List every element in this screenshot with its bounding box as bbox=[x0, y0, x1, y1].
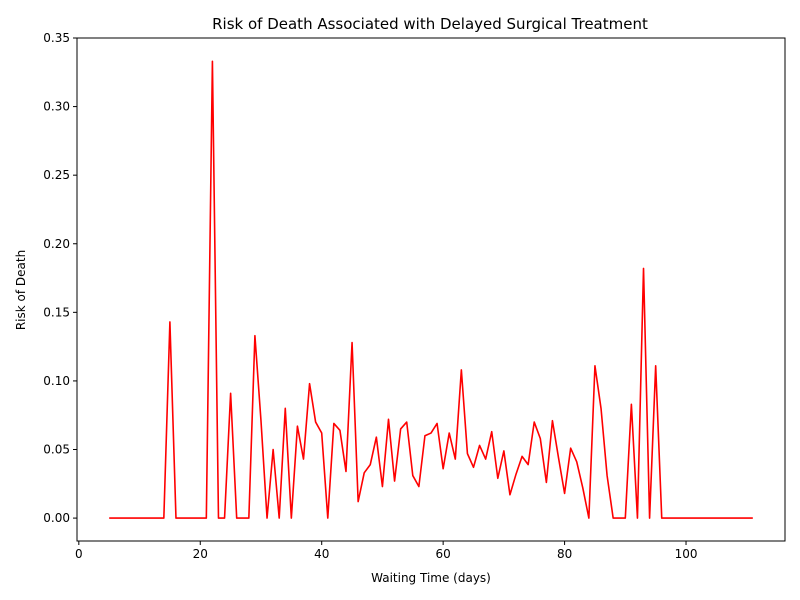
x-axis: 0 20 40 60 80 100 bbox=[75, 541, 697, 561]
y-tick-label: 0.35 bbox=[43, 31, 70, 45]
y-tick-label: 0.30 bbox=[43, 100, 70, 114]
y-tick-label: 0.15 bbox=[43, 305, 70, 319]
x-tick-label: 20 bbox=[193, 547, 208, 561]
chart-title: Risk of Death Associated with Delayed Su… bbox=[212, 15, 648, 33]
series-line-0 bbox=[109, 60, 753, 519]
y-axis-label: Risk of Death bbox=[14, 250, 28, 330]
x-tick-label: 80 bbox=[557, 547, 572, 561]
y-axis: 0.00 0.05 0.10 0.15 0.20 0.25 0.30 0.35 bbox=[43, 31, 77, 525]
x-tick-label: 0 bbox=[75, 547, 83, 561]
y-tick-label: 0.20 bbox=[43, 237, 70, 251]
x-tick-label: 40 bbox=[314, 547, 329, 561]
plot-frame bbox=[76, 37, 786, 542]
y-tick-label: 0.25 bbox=[43, 168, 70, 182]
x-tick-label: 60 bbox=[436, 547, 451, 561]
plot-area: 0 20 40 60 80 100 0.00 0.05 0.10 0.15 0.20 0.25 0.3… bbox=[43, 31, 786, 561]
y-tick-label: 0.05 bbox=[43, 443, 70, 457]
x-tick-label: 100 bbox=[675, 547, 698, 561]
y-tick-label: 0.10 bbox=[43, 374, 70, 388]
y-tick-label: 0.00 bbox=[43, 511, 70, 525]
x-axis-label: Waiting Time (days) bbox=[371, 571, 491, 585]
series-layer bbox=[109, 60, 753, 519]
